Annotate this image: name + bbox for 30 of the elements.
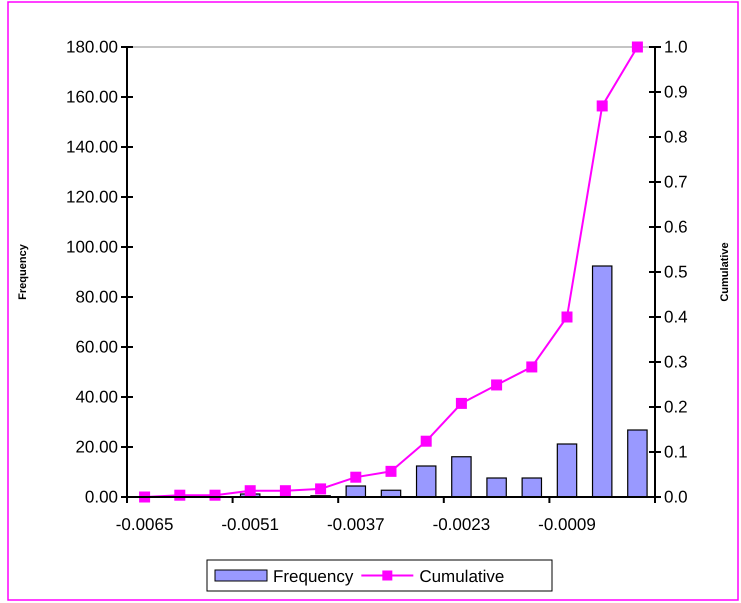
y2-tick-label: 0.4 [664, 307, 688, 326]
y2-tick-label: 0.5 [664, 262, 688, 282]
y-tick-label: 120.00 [66, 187, 118, 206]
x-tick-label: -0.0065 [116, 515, 174, 534]
y-tick-label: 80.00 [75, 287, 118, 306]
legend-label: Frequency [273, 567, 354, 586]
y-tick-label: 20.00 [75, 437, 118, 456]
y2-tick-label: 0.2 [664, 397, 688, 416]
x-tick-label: -0.0051 [221, 515, 280, 534]
y2-tick-label: 0.1 [664, 442, 688, 462]
y-tick-label: 180.00 [66, 37, 118, 56]
y2-tick-label: 0.9 [664, 82, 688, 102]
y-tick-label: 0.00 [84, 487, 118, 506]
y2-tick-label: 0.8 [664, 127, 688, 146]
x-tick-label: -0.0037 [326, 515, 385, 534]
legend-label: Cumulative [419, 567, 504, 586]
y2-tick-label: 0.3 [664, 352, 688, 372]
y2-tick-label: 0.6 [664, 217, 688, 236]
x-tick-label: -0.0023 [432, 515, 490, 534]
y2-tick-label: 0.0 [664, 487, 688, 506]
y-tick-label: 140.00 [66, 137, 118, 156]
y2-axis-title: Cumulative [719, 242, 731, 302]
y2-tick-label: 1.0 [664, 37, 688, 56]
y-tick-label: 40.00 [75, 387, 118, 406]
y-axis-title: Frequency [17, 243, 29, 300]
y-tick-label: 100.00 [66, 237, 118, 256]
x-tick-label: -0.0009 [538, 515, 596, 534]
y-tick-label: 60.00 [75, 337, 118, 356]
y-tick-label: 160.00 [66, 87, 118, 106]
y2-tick-label: 0.7 [664, 172, 688, 192]
